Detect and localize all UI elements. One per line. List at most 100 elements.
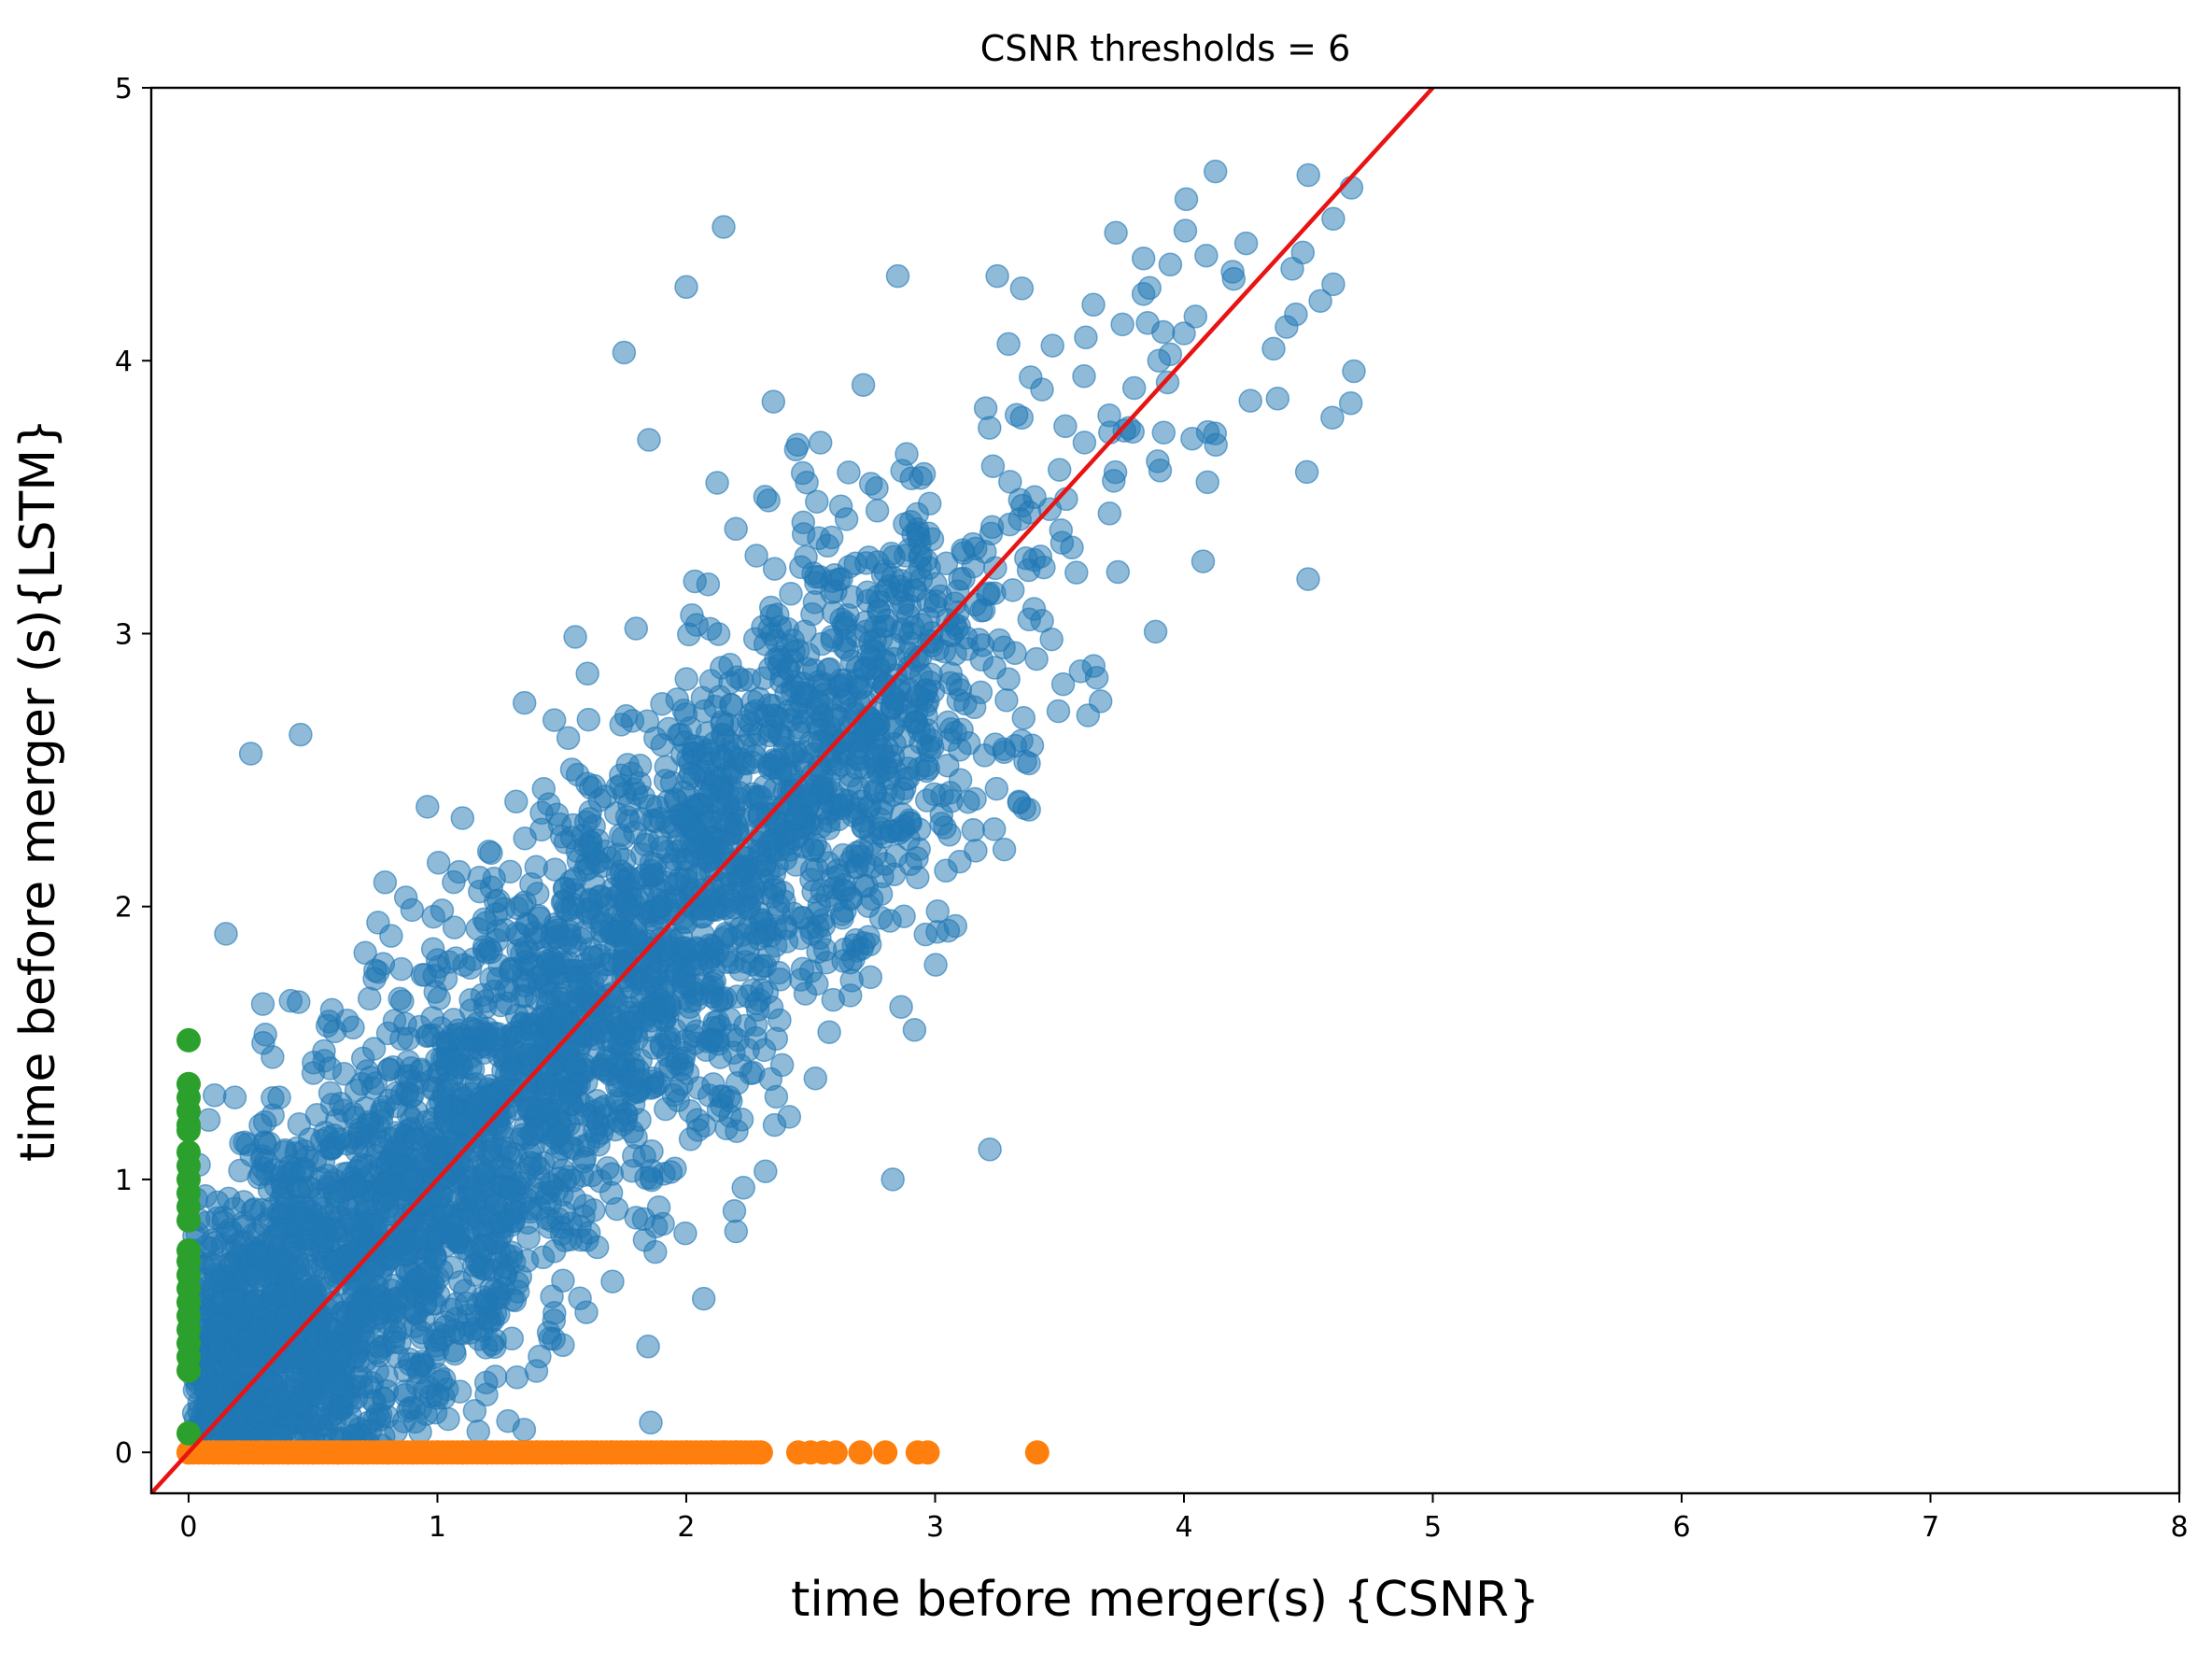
data-point [1261, 336, 1286, 361]
data-point [556, 726, 581, 751]
data-point [749, 907, 774, 932]
data-point [496, 1408, 520, 1434]
data-point [889, 995, 913, 1019]
data-point [744, 991, 768, 1015]
data-point [266, 1385, 290, 1410]
data-point [346, 1305, 372, 1329]
data-point [462, 1187, 487, 1211]
data-point [635, 709, 660, 733]
data-point [762, 1112, 787, 1137]
data-point [865, 499, 890, 523]
data-point [722, 1198, 747, 1223]
data-point [500, 1244, 524, 1269]
data-point [349, 1152, 374, 1177]
data-point [784, 801, 809, 826]
x-tick-label: 1 [429, 1511, 446, 1544]
data-point [762, 557, 787, 581]
data-point [710, 656, 734, 680]
data-point [717, 784, 741, 810]
data-point [612, 340, 637, 365]
data-point [485, 928, 510, 953]
x-tick-label: 6 [1672, 1511, 1690, 1544]
data-point [828, 494, 853, 518]
data-point [609, 713, 634, 737]
data-point [663, 1018, 687, 1043]
data-point [636, 1335, 660, 1359]
data-point [645, 795, 670, 820]
data-point [671, 698, 697, 723]
data-point [650, 691, 674, 716]
data-point [948, 567, 972, 591]
data-point [807, 526, 831, 551]
data-point [978, 416, 1002, 440]
series-lstm-only [176, 1027, 201, 1446]
data-point [550, 950, 575, 974]
data-point [1321, 206, 1346, 232]
data-point [923, 594, 948, 618]
data-point [795, 470, 819, 495]
data-point [1028, 544, 1053, 569]
data-point [176, 1237, 201, 1263]
data-point [500, 1058, 525, 1082]
data-point [1238, 389, 1262, 413]
data-point [691, 904, 716, 928]
data-point [839, 968, 864, 993]
data-point [1296, 567, 1320, 591]
data-point [426, 851, 451, 875]
data-point [973, 540, 997, 564]
x-tick-label: 8 [2170, 1511, 2188, 1544]
x-tick-label: 4 [1175, 1511, 1192, 1544]
data-point [643, 1239, 668, 1264]
data-point [1022, 485, 1047, 510]
data-point [643, 963, 668, 987]
data-point [434, 1072, 459, 1096]
data-point [766, 893, 791, 918]
data-point [996, 332, 1021, 357]
data-point [574, 976, 599, 1001]
y-tick-label: 3 [115, 618, 133, 651]
data-point [404, 1126, 429, 1151]
data-point [425, 1139, 450, 1165]
data-point [994, 688, 1019, 713]
data-point [712, 215, 736, 239]
data-point [604, 1088, 629, 1112]
data-point [980, 454, 1006, 478]
data-point [758, 1067, 783, 1092]
data-point [803, 1066, 828, 1091]
data-point [578, 775, 603, 800]
data-point [971, 598, 996, 623]
data-point [590, 919, 614, 943]
data-point [228, 1306, 253, 1330]
data-point [848, 676, 873, 700]
data-point [823, 1440, 848, 1465]
data-point [1296, 162, 1320, 188]
data-point [902, 1018, 927, 1042]
data-point [904, 710, 928, 734]
data-point [1064, 560, 1089, 585]
data-point [639, 1410, 663, 1435]
data-point [892, 904, 916, 928]
data-point [504, 1003, 529, 1028]
data-point [301, 1277, 325, 1301]
data-point [964, 839, 988, 863]
data-point [615, 753, 640, 777]
data-point [248, 1113, 273, 1137]
data-point [370, 1295, 394, 1320]
data-point [845, 855, 869, 879]
data-point [290, 1156, 315, 1181]
data-point [649, 894, 674, 919]
data-point [658, 814, 683, 840]
data-point [821, 987, 846, 1012]
data-point [344, 1174, 368, 1199]
data-point [475, 1085, 500, 1110]
data-point [866, 600, 892, 625]
data-point [724, 1219, 749, 1244]
data-point [420, 937, 445, 961]
data-point [176, 1139, 201, 1165]
data-point [744, 544, 768, 568]
data-point [925, 899, 950, 924]
data-point [559, 826, 585, 850]
data-point [322, 1019, 347, 1044]
data-point [319, 1092, 345, 1117]
data-point [440, 1214, 464, 1239]
